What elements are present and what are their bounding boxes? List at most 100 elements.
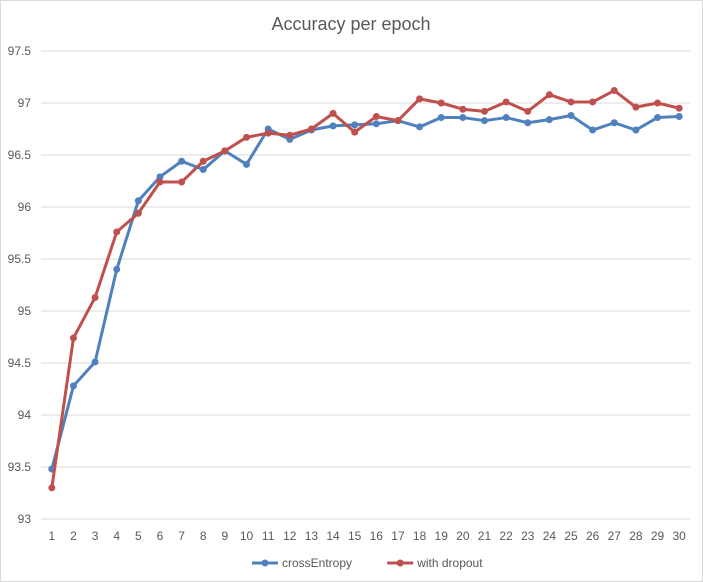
data-point [69, 382, 77, 390]
data-point [654, 114, 662, 122]
x-tick-label: 24 [543, 529, 557, 543]
y-tick-label: 96 [18, 200, 32, 214]
y-tick-label: 95 [18, 304, 32, 318]
x-tick-label: 10 [240, 529, 254, 543]
y-tick-label: 96.5 [8, 148, 32, 162]
data-point [675, 113, 683, 121]
x-tick-label: 4 [113, 529, 120, 543]
data-point [502, 114, 510, 122]
x-tick-label: 2 [70, 529, 77, 543]
x-tick-label: 27 [608, 529, 622, 543]
legend-point-marker [261, 559, 269, 567]
data-point [243, 160, 251, 168]
data-point [156, 178, 164, 186]
series-line-1 [50, 113, 681, 471]
data-point [416, 95, 424, 103]
data-point [91, 358, 99, 366]
y-tick-label: 97 [18, 96, 32, 110]
data-point [286, 131, 294, 139]
x-tick-label: 26 [586, 529, 600, 543]
legend-item-1: crossEntropy [252, 556, 352, 570]
data-point [610, 119, 618, 127]
gridlines [41, 50, 690, 520]
y-tick-label: 93.5 [8, 460, 32, 474]
y-tick-label: 95.5 [8, 252, 32, 266]
series-line-2 [50, 89, 681, 490]
y-tick-label: 94 [18, 408, 32, 422]
data-point [113, 228, 121, 236]
x-tick-label: 19 [435, 529, 449, 543]
data-point [113, 265, 121, 273]
x-tick-label: 11 [262, 529, 275, 543]
legend-label: with dropout [416, 556, 483, 570]
data-point [589, 98, 597, 106]
x-tick-label: 8 [200, 529, 207, 543]
data-point [589, 126, 597, 134]
y-tick-label: 97.5 [8, 44, 32, 58]
data-point [91, 293, 99, 301]
y-tick-label: 94.5 [8, 356, 32, 370]
x-tick-label: 13 [305, 529, 319, 543]
data-point [545, 116, 553, 124]
x-tick-label: 16 [370, 529, 384, 543]
data-point [134, 197, 142, 205]
x-tick-label: 21 [478, 529, 492, 543]
data-point [459, 105, 467, 113]
chart-title: Accuracy per epoch [271, 14, 430, 34]
data-point [632, 126, 640, 134]
x-tick-label: 28 [629, 529, 643, 543]
data-point [351, 121, 359, 129]
data-point [610, 87, 618, 95]
data-point [524, 107, 532, 115]
data-point [524, 119, 532, 127]
data-point [437, 99, 445, 107]
x-tick-label: 15 [348, 529, 362, 543]
x-tick-label: 20 [456, 529, 470, 543]
data-point [329, 122, 337, 130]
data-point [156, 173, 164, 181]
x-tick-label: 12 [283, 529, 297, 543]
x-tick-label: 25 [564, 529, 578, 543]
data-point [329, 109, 337, 117]
data-point [178, 157, 186, 165]
data-point [199, 166, 207, 174]
data-point [416, 123, 424, 131]
x-tick-label: 22 [499, 529, 513, 543]
x-tick-label: 6 [157, 529, 164, 543]
data-point [675, 104, 683, 112]
data-point [243, 133, 251, 141]
data-point [632, 103, 640, 111]
x-tick-label: 7 [178, 529, 185, 543]
legend-point-marker [396, 559, 404, 567]
data-point [178, 178, 186, 186]
data-point [264, 129, 272, 137]
data-point [567, 111, 575, 119]
x-tick-label: 1 [48, 529, 55, 543]
x-tick-label: 3 [92, 529, 99, 543]
x-tick-label: 17 [391, 529, 405, 543]
x-tick-label: 23 [521, 529, 535, 543]
data-point [502, 98, 510, 106]
data-point [459, 114, 467, 122]
data-point [545, 91, 553, 99]
data-point [372, 120, 380, 128]
data-point [394, 117, 402, 125]
data-point [351, 128, 359, 136]
x-tick-label: 5 [135, 529, 142, 543]
data-point [567, 98, 575, 106]
data-point [307, 125, 315, 133]
x-tick-label: 30 [673, 529, 687, 543]
data-point [480, 107, 488, 115]
legend-label: crossEntropy [282, 556, 352, 570]
data-point [480, 117, 488, 125]
x-tick-label: 18 [413, 529, 427, 543]
legend: crossEntropy with dropout [252, 556, 483, 570]
data-point [48, 484, 56, 492]
data-point [372, 113, 380, 121]
data-point [437, 114, 445, 122]
x-tick-label: 14 [326, 529, 340, 543]
x-tick-label: 9 [222, 529, 229, 543]
